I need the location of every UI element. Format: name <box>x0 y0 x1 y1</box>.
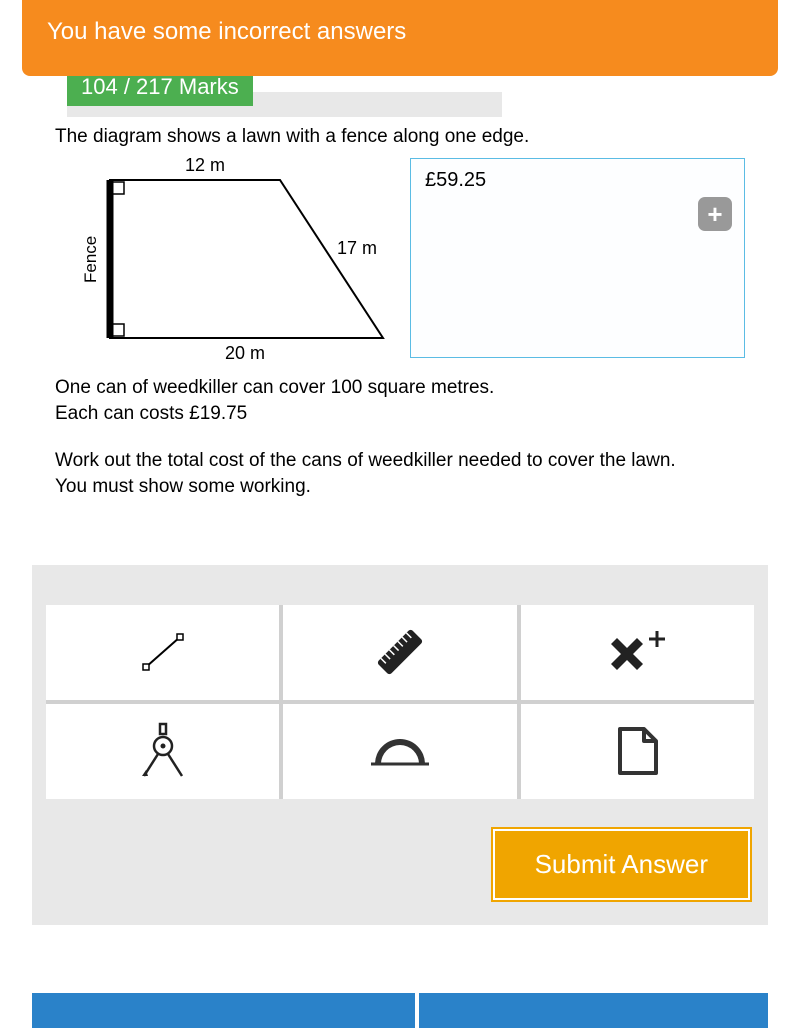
info-line2: Each can costs £19.75 <box>55 403 247 424</box>
tools-panel: Submit Answer <box>32 565 768 925</box>
add-button[interactable]: + <box>698 197 732 231</box>
fence-label: Fence <box>81 236 101 283</box>
compass-tool[interactable] <box>46 704 279 799</box>
page-tool[interactable] <box>521 704 754 799</box>
submit-button[interactable]: Submit Answer <box>493 829 750 900</box>
ruler-tool[interactable] <box>283 605 516 700</box>
error-banner: You have some incorrect answers <box>22 0 778 76</box>
protractor-icon <box>365 726 435 776</box>
trapezium-svg <box>55 158 385 363</box>
banner-message: You have some incorrect answers <box>47 18 406 45</box>
right-measure: 17 m <box>337 238 377 259</box>
diagram-row: 12 m 17 m 20 m Fence £59.25 + <box>55 158 745 363</box>
bottom-measure: 20 m <box>225 343 265 364</box>
answer-value: £59.25 <box>425 169 486 191</box>
multiply-icon <box>597 622 677 682</box>
question-intro: The diagram shows a lawn with a fence al… <box>55 126 745 148</box>
multiply-tool[interactable] <box>521 605 754 700</box>
answer-input-area[interactable]: £59.25 + <box>410 158 745 358</box>
info-line1: One can of weedkiller can cover 100 squa… <box>55 377 494 398</box>
page-icon <box>610 721 665 781</box>
trapezium-diagram: 12 m 17 m 20 m Fence <box>55 158 385 363</box>
line-tool[interactable] <box>46 605 279 700</box>
bottom-bar <box>32 993 768 1028</box>
submit-label: Submit Answer <box>535 849 708 879</box>
plus-icon: + <box>707 199 722 230</box>
question-info: One can of weedkiller can cover 100 squa… <box>55 375 745 426</box>
task-line1: Work out the total cost of the cans of w… <box>55 450 676 471</box>
top-measure: 12 m <box>185 155 225 176</box>
marks-text: 104 / 217 Marks <box>81 74 239 99</box>
question-task: Work out the total cost of the cans of w… <box>55 448 745 499</box>
ruler-icon <box>365 622 435 682</box>
line-icon <box>128 622 198 682</box>
compass-icon <box>128 716 198 786</box>
protractor-tool[interactable] <box>283 704 516 799</box>
question-area: The diagram shows a lawn with a fence al… <box>0 106 800 500</box>
submit-row: Submit Answer <box>46 829 754 900</box>
task-line2: You must show some working. <box>55 476 311 497</box>
tool-grid <box>46 605 754 799</box>
